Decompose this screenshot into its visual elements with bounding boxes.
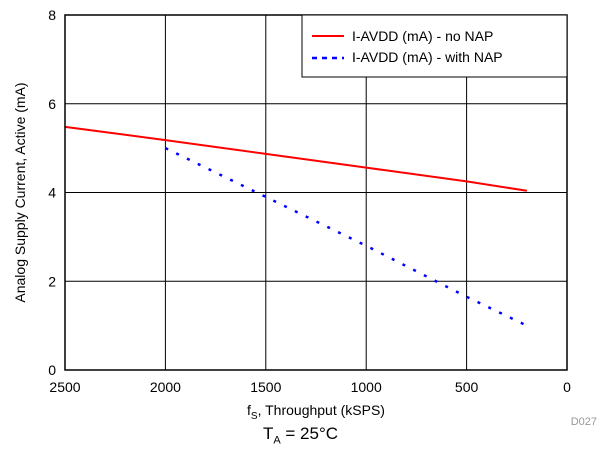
x-tick-label: 2000 — [150, 379, 181, 395]
legend-label-no-nap: I-AVDD (mA) - no NAP — [352, 28, 493, 44]
series-line-with-nap — [164, 147, 528, 327]
x-tick-label: 500 — [455, 379, 479, 395]
y-tick-label: 0 — [48, 362, 56, 378]
x-tick-label: 2500 — [49, 379, 80, 395]
series-layer — [64, 125, 528, 327]
legend: I-AVDD (mA) - no NAP I-AVDD (mA) - with … — [301, 14, 568, 78]
series-line-no-nap — [64, 125, 527, 192]
x-tick-label: 0 — [563, 379, 571, 395]
legend-box — [301, 14, 568, 78]
x-axis-label: fS, Throughput (kSPS) — [247, 402, 385, 422]
y-tick-label: 6 — [48, 96, 56, 112]
figure-code: D027 — [571, 416, 597, 428]
y-tick-labels: 0 2 4 6 8 — [48, 7, 56, 378]
x-tick-labels: 2500 2000 1500 1000 500 0 — [49, 379, 571, 395]
legend-label-with-nap: I-AVDD (mA) - with NAP — [352, 49, 503, 65]
test-condition: TA = 25°C — [262, 424, 339, 447]
x-tick-label: 1000 — [351, 379, 382, 395]
y-axis-label: Analog Supply Current, Active (mA) — [12, 82, 28, 302]
y-tick-label: 2 — [48, 273, 56, 289]
y-tick-label: 4 — [48, 185, 56, 201]
x-tick-label: 1500 — [250, 379, 281, 395]
y-tick-label: 8 — [48, 7, 56, 23]
